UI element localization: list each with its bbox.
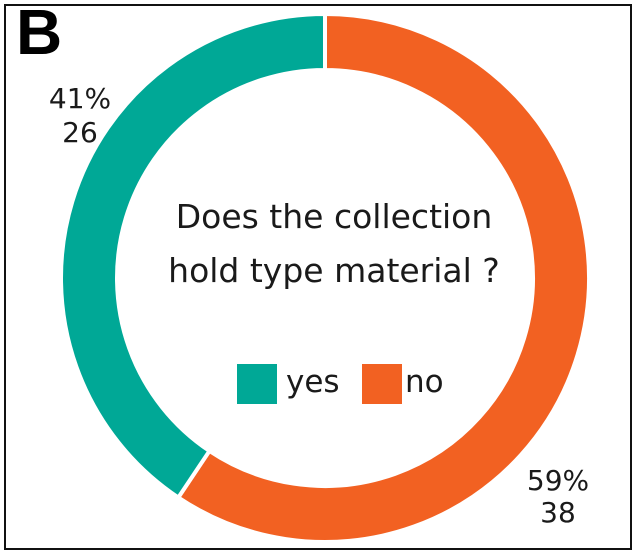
legend: yes no: [237, 364, 444, 404]
chart-title-line-1: Does the collection: [176, 197, 493, 236]
donut-slice-no: [175, 11, 591, 544]
chart-title-line-2: hold type material ?: [168, 251, 500, 290]
panel-label: B: [16, 0, 63, 68]
legend-swatch-no: [362, 364, 402, 404]
legend-label-yes: yes: [286, 364, 340, 400]
no-count-label: 38: [540, 496, 576, 529]
legend-swatch-yes: [237, 364, 277, 404]
yes-count-label: 26: [62, 116, 98, 149]
donut-slice-yes: [59, 11, 327, 501]
yes-percent-label: 41%: [49, 82, 111, 115]
no-percent-label: 59%: [527, 464, 589, 497]
donut-slices: [59, 11, 591, 544]
legend-label-no: no: [405, 364, 444, 400]
